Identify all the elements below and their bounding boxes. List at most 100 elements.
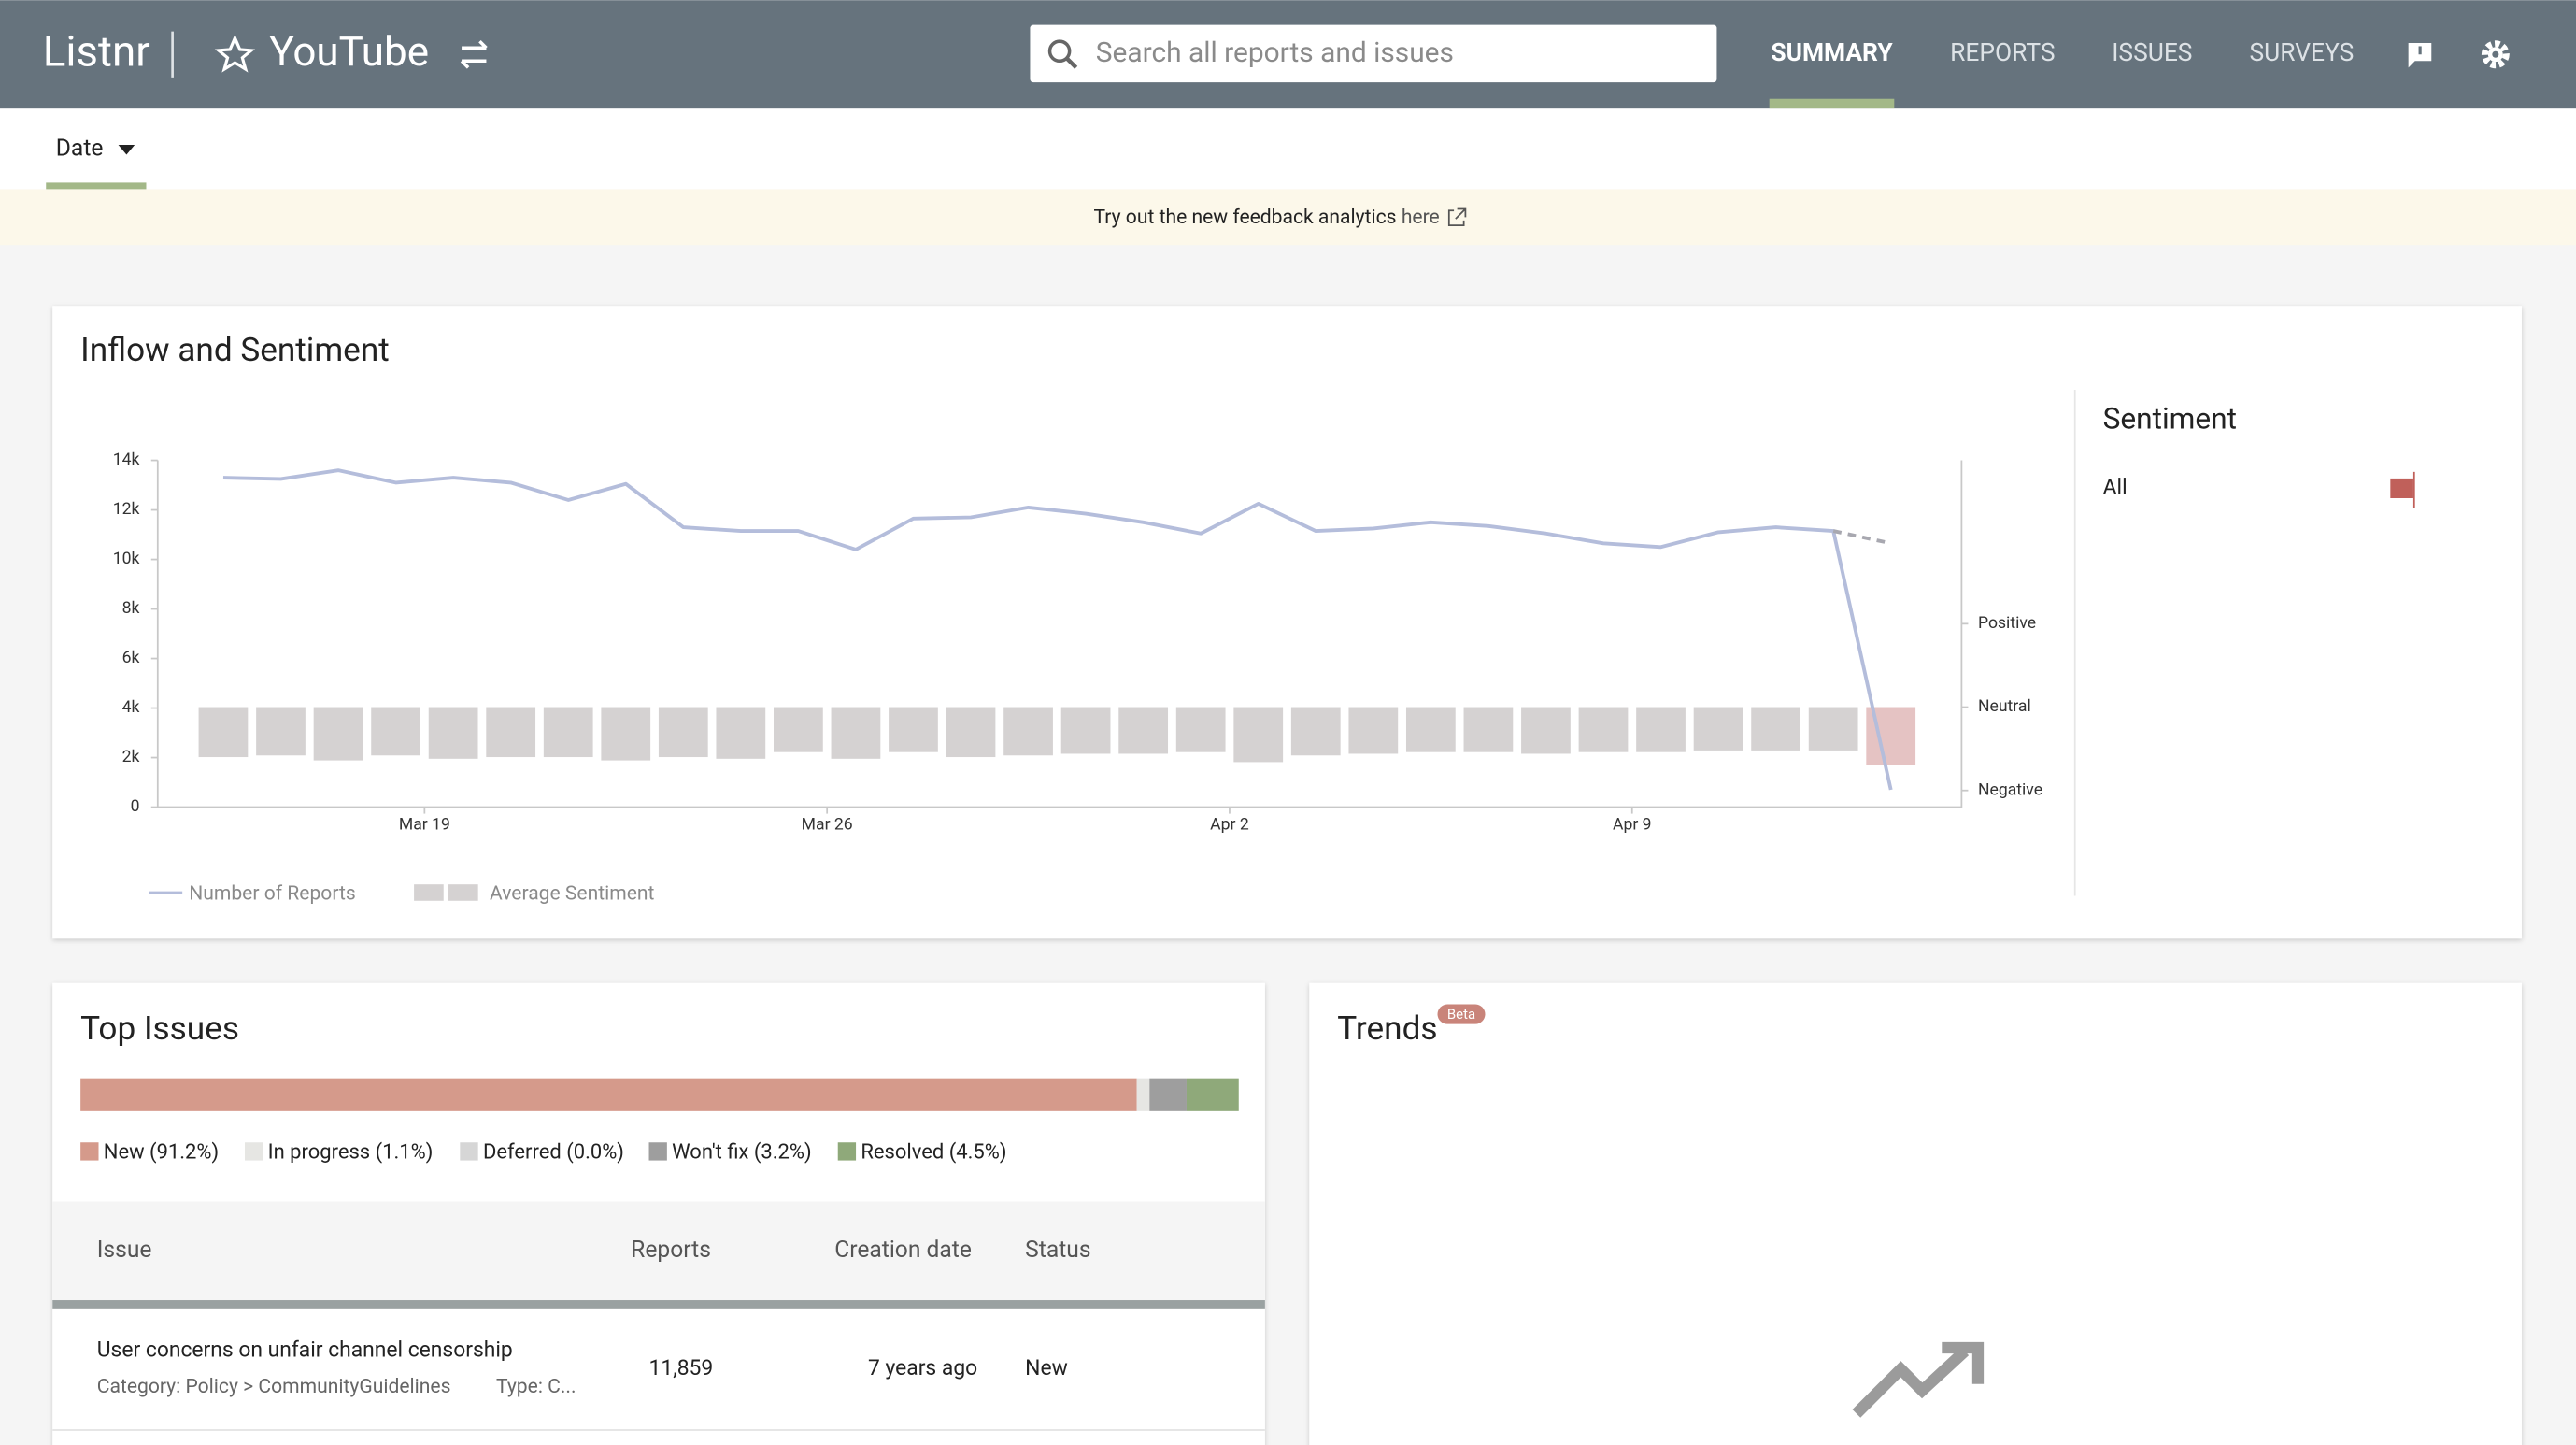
panel-title: Sentiment xyxy=(2103,402,2237,436)
sentiment-bar xyxy=(313,707,363,761)
sentiment-bar xyxy=(774,707,823,752)
sentiment-bar xyxy=(716,707,766,759)
y-tick-label: 2k xyxy=(122,748,140,766)
legend-bar-swatch xyxy=(448,884,478,901)
x-tick-label: Mar 19 xyxy=(399,816,450,835)
legend-swatch xyxy=(244,1142,263,1161)
sentiment-bar xyxy=(1118,707,1169,754)
filter-indicator xyxy=(46,182,147,190)
banner xyxy=(0,189,2576,246)
column-header: Reports xyxy=(631,1237,711,1264)
sentiment-bar xyxy=(1636,707,1686,752)
filter-bar xyxy=(0,108,2576,190)
header-rule xyxy=(52,1300,1265,1309)
app-name: Listnr xyxy=(43,27,150,77)
card-title: Trends xyxy=(1337,1009,1437,1048)
star-icon[interactable] xyxy=(214,34,256,73)
card-title: Top Issues xyxy=(80,1009,239,1048)
date-filter[interactable]: Date xyxy=(56,136,104,163)
swap-icon[interactable] xyxy=(460,39,488,69)
legend-bar-swatch xyxy=(414,884,444,901)
search-placeholder: Search all reports and issues xyxy=(1096,36,1454,69)
legend-swatch xyxy=(648,1142,667,1161)
projection-line xyxy=(1832,529,1892,546)
sentiment-bar xyxy=(428,707,478,759)
settings-icon-hole xyxy=(2492,50,2499,58)
reports-line xyxy=(222,468,1893,791)
card-title: Inflow and Sentiment xyxy=(80,330,390,369)
sentiment-bar xyxy=(1521,707,1571,754)
sentiment-bar xyxy=(1751,707,1800,751)
beta-badge xyxy=(1437,1004,1486,1024)
y-tick-label: 0 xyxy=(131,797,140,816)
sentiment-bar xyxy=(1175,707,1226,752)
sentiment-bar xyxy=(1060,707,1111,754)
sentiment-bar xyxy=(1578,707,1629,752)
issue-category: Category: Policy > CommunityGuidelines xyxy=(97,1375,451,1398)
sentiment-bar xyxy=(256,707,306,756)
sentiment-bar xyxy=(1003,707,1053,756)
panel-row-label: All xyxy=(2103,474,2128,499)
y2-tick-label: Neutral xyxy=(1978,697,2031,716)
sentiment-bar xyxy=(1808,707,1858,751)
search-box[interactable] xyxy=(1030,24,1717,83)
sentiment-bar xyxy=(1463,707,1514,752)
status: New xyxy=(1025,1355,1068,1381)
banner-link[interactable]: here xyxy=(1402,206,1440,229)
status-segment xyxy=(80,1078,1137,1111)
y-tick-label: 4k xyxy=(122,698,140,717)
legend-label: In progress (1.1%) xyxy=(268,1140,434,1164)
x-tick-label: Apr 9 xyxy=(1613,816,1652,835)
sentiment-indicator xyxy=(2390,478,2413,498)
search-icon xyxy=(1047,39,1072,64)
product-name: YouTube xyxy=(269,27,429,76)
sentiment-bar xyxy=(486,707,536,758)
sentiment-bar xyxy=(946,707,996,758)
sentiment-bar xyxy=(543,707,593,758)
x-tick-label: Mar 26 xyxy=(802,816,853,835)
creation-date: 7 years ago xyxy=(868,1355,977,1381)
nav-tab[interactable]: SURVEYS xyxy=(2249,39,2354,67)
card xyxy=(52,306,2522,939)
banner-text: Try out the new feedback analytics xyxy=(1093,206,1396,229)
active-tab-indicator xyxy=(1769,98,1895,109)
legend-label: Won't fix (3.2%) xyxy=(672,1140,811,1164)
status-segment xyxy=(1149,1078,1187,1111)
sentiment-bar xyxy=(371,707,420,756)
nav-tab[interactable]: REPORTS xyxy=(1950,39,2055,67)
y-tick-label: 10k xyxy=(113,550,140,568)
column-header: Creation date xyxy=(834,1237,972,1264)
settings-icon[interactable] xyxy=(2481,40,2510,69)
plot-frame xyxy=(156,460,1963,808)
sentiment-bar xyxy=(831,707,881,759)
sentiment-bar xyxy=(601,707,651,761)
legend-swatch xyxy=(460,1142,478,1161)
nav-tab[interactable]: ISSUES xyxy=(2112,39,2192,67)
y-tick-label: 14k xyxy=(113,451,140,469)
y-tick-label: 6k xyxy=(122,649,140,667)
legend-swatch xyxy=(80,1142,99,1161)
issue-type: Type: C... xyxy=(496,1375,576,1398)
x-tick-label: Apr 2 xyxy=(1210,816,1249,835)
sentiment-bar xyxy=(1233,707,1284,763)
feedback-icon[interactable] xyxy=(2408,42,2432,68)
nav-tab[interactable]: SUMMARY xyxy=(1771,39,1893,67)
status-segment xyxy=(1186,1078,1239,1111)
table-header xyxy=(52,1201,1265,1301)
feedback-icon-mark xyxy=(2418,46,2422,55)
legend-swatch xyxy=(837,1142,857,1161)
sentiment-bar xyxy=(658,707,708,758)
sentiment-bar xyxy=(1290,707,1341,756)
issue-title[interactable]: User concerns on unfair channel censorsh… xyxy=(97,1338,513,1363)
dropdown-arrow xyxy=(118,144,135,155)
sentiment-bar xyxy=(889,707,938,752)
status-segment xyxy=(1136,1078,1150,1111)
sentiment-bar xyxy=(1693,707,1743,751)
card xyxy=(1309,982,2522,1445)
beta-badge-text: Beta xyxy=(1447,1006,1475,1023)
sentiment-bar xyxy=(198,707,249,758)
column-header: Issue xyxy=(97,1237,152,1264)
legend-label: Number of Reports xyxy=(189,881,356,905)
sentiment-bar xyxy=(1405,707,1456,752)
